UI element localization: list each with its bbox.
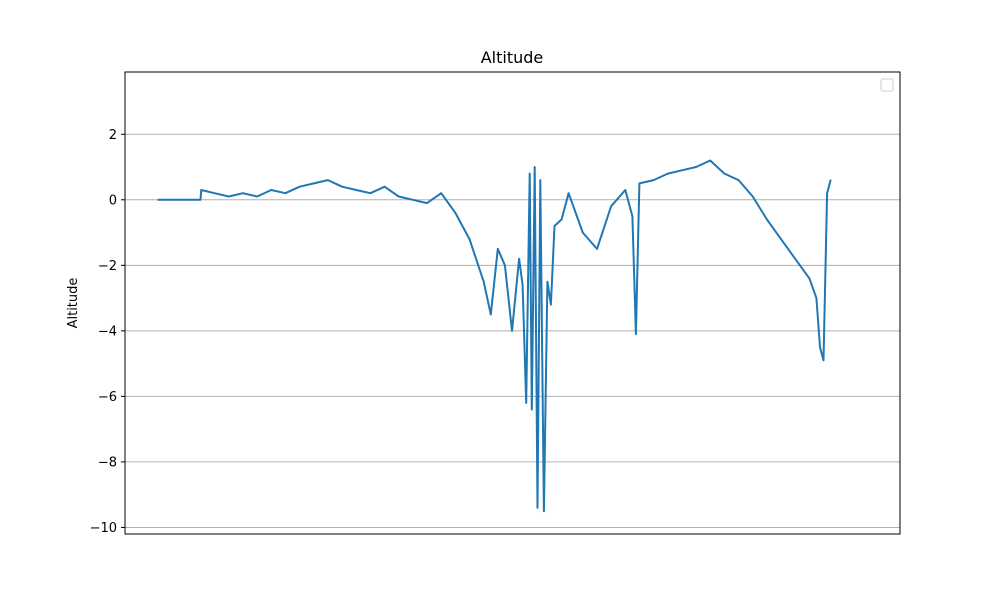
plot-frame (124, 71, 901, 535)
data-point (518, 258, 520, 260)
data-point (511, 330, 513, 332)
y-tick-label: −10 (90, 521, 117, 536)
data-point (504, 264, 506, 267)
data-point (596, 248, 598, 250)
data-point (397, 195, 400, 198)
data-point (199, 199, 202, 201)
data-point (383, 185, 386, 188)
y-tick-label: 0 (109, 193, 117, 208)
data-point (709, 159, 711, 162)
data-point (829, 179, 832, 181)
data-point (822, 359, 825, 362)
data-point (826, 192, 828, 194)
data-point (582, 231, 584, 234)
y-tick-label: 2 (109, 128, 117, 143)
data-point (341, 185, 343, 188)
data-point (525, 402, 527, 404)
data-point (270, 189, 273, 191)
data-point (574, 212, 577, 214)
legend-box (880, 78, 894, 92)
y-tick-label: −4 (98, 324, 117, 339)
data-point (751, 195, 754, 198)
grid-layer (125, 133, 900, 528)
data-point (454, 212, 457, 214)
y-tick-label: −2 (98, 259, 117, 274)
data-point (546, 280, 549, 283)
data-point (543, 510, 545, 512)
data-point (794, 258, 796, 260)
data-point (681, 169, 683, 172)
data-point (815, 297, 818, 299)
plot-area (125, 72, 900, 534)
data-point (490, 313, 492, 316)
data-point (780, 238, 782, 240)
data-point (539, 179, 542, 181)
data-point (200, 189, 202, 191)
y-tick-label: −6 (98, 390, 117, 405)
data-point (412, 199, 414, 201)
data-point (213, 192, 216, 194)
data-point (327, 179, 329, 181)
data-point (468, 238, 471, 240)
data-point (695, 166, 697, 168)
data-point (723, 172, 726, 175)
data-point (528, 172, 531, 175)
data-point (819, 346, 821, 349)
data-point (808, 277, 811, 280)
data-point (284, 192, 287, 194)
data-point (157, 199, 159, 201)
data-point (531, 408, 533, 411)
data-point (313, 182, 315, 185)
series-line (158, 159, 832, 513)
data-point (638, 182, 641, 185)
y-axis-label: Altitude (66, 278, 81, 329)
data-point (737, 179, 740, 181)
data-point (497, 248, 499, 250)
data-point (610, 205, 612, 208)
data-point (369, 192, 372, 194)
data-point (256, 195, 258, 198)
data-point (533, 166, 536, 168)
data-point (550, 303, 552, 306)
data-point (228, 195, 230, 198)
data-point (631, 215, 634, 217)
data-point (482, 280, 485, 283)
data-point (536, 507, 539, 509)
chart-title: Altitude (481, 48, 544, 67)
series-layer (157, 159, 832, 513)
data-point (440, 192, 443, 194)
y-tick-label: −8 (98, 455, 117, 470)
data-point (242, 192, 244, 194)
y-axis-ticks: 2 0 −2 −4 −6 −8 −10 (90, 128, 125, 536)
data-point (667, 172, 669, 175)
data-point (426, 202, 428, 204)
data-point (560, 218, 563, 221)
data-point (624, 189, 627, 191)
data-point (298, 185, 301, 188)
data-point (766, 218, 768, 221)
data-point (567, 192, 570, 194)
data-point (553, 225, 556, 227)
data-point (355, 189, 358, 191)
data-point (652, 179, 655, 181)
data-point (521, 284, 524, 286)
data-point (635, 333, 637, 335)
